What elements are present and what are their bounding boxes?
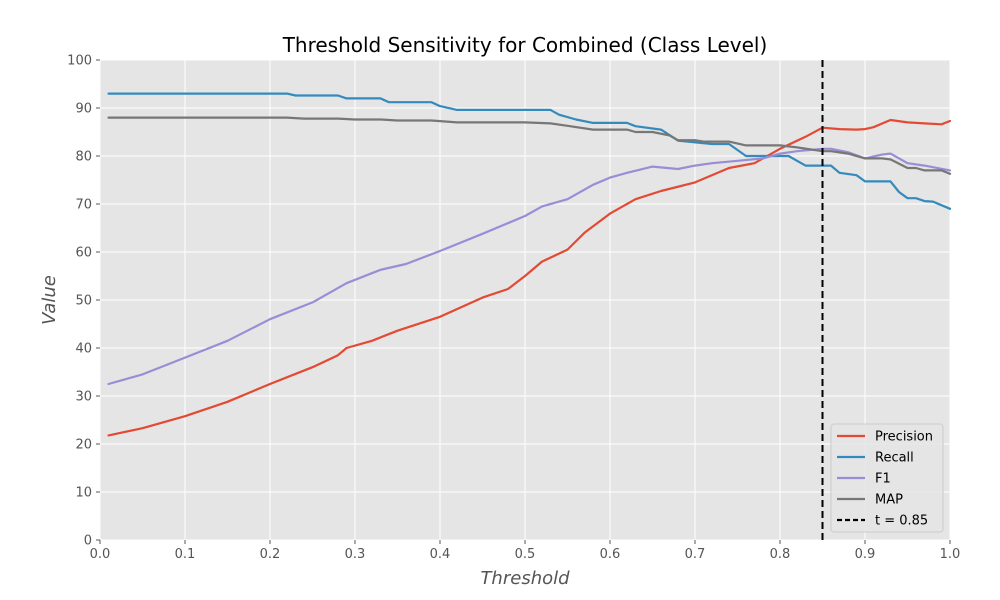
y-tick-label: 70 [75, 198, 92, 213]
y-tick-label: 60 [75, 246, 92, 261]
series-line-precision [107, 118, 952, 437]
legend-label: Recall [875, 451, 914, 466]
y-tick-label: 80 [75, 150, 92, 165]
x-tick-label: 0.8 [770, 547, 791, 562]
series-line-map [107, 116, 952, 175]
series-layer [107, 92, 952, 437]
legend-label: Precision [875, 430, 933, 445]
legend-label: t = 0.85 [875, 514, 928, 529]
x-tick-label: 0.9 [855, 547, 876, 562]
y-tick-label: 100 [67, 54, 92, 69]
x-tick-label: 0.1 [175, 547, 196, 562]
chart-title: Threshold Sensitivity for Combined (Clas… [282, 33, 768, 57]
y-tick-label: 10 [75, 486, 92, 501]
x-tick-label: 0.2 [260, 547, 281, 562]
y-axis-label: Value [39, 275, 60, 325]
legend: Precision Recall F1 MAP t = 0.85 [830, 423, 944, 533]
x-tick-label: 0.4 [430, 547, 451, 562]
x-tick-label: 1.0 [940, 547, 961, 562]
legend-box [830, 423, 944, 533]
x-tick-label: 0.5 [515, 547, 536, 562]
x-tick-label: 0.0 [90, 547, 111, 562]
y-tick-label: 20 [75, 438, 92, 453]
y-tick-label: 90 [75, 102, 92, 117]
y-tick-label: 50 [75, 294, 92, 309]
y-tick-label: 40 [75, 342, 92, 357]
y-tick-label: 30 [75, 390, 92, 405]
legend-label: F1 [875, 472, 891, 487]
x-axis-ticks: 0.0 0.1 0.2 0.3 0.4 0.5 0.6 0.7 0.8 0.9 1.0 [90, 540, 961, 562]
x-tick-label: 0.6 [600, 547, 621, 562]
x-tick-label: 0.7 [685, 547, 706, 562]
y-axis-ticks: 0 10 20 30 40 50 60 70 80 90 100 [67, 54, 100, 549]
y-tick-label: 0 [84, 534, 92, 549]
legend-label: MAP [875, 493, 903, 508]
x-tick-label: 0.3 [345, 547, 366, 562]
x-axis-label: Threshold [480, 568, 570, 589]
